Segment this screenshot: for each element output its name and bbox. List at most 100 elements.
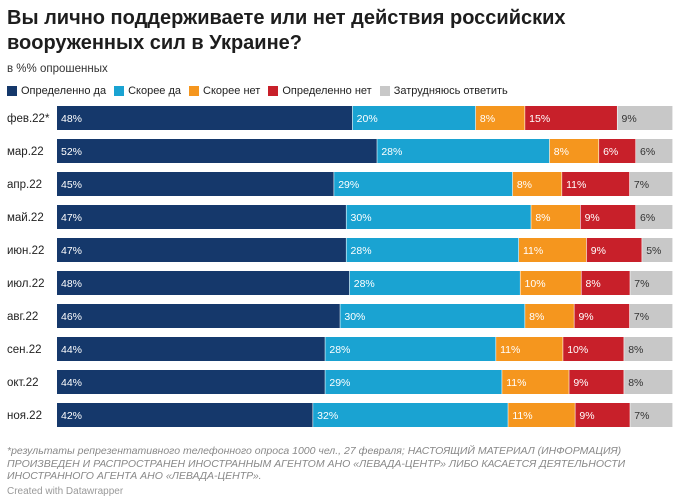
value-label: 9% [622, 113, 637, 125]
bar-segment [580, 205, 636, 229]
bar-segment [574, 304, 630, 328]
bar-segment [346, 238, 519, 262]
bar-segment [636, 205, 673, 229]
value-label: 8% [480, 113, 495, 125]
bar-segment [629, 304, 673, 328]
value-label: 48% [61, 113, 82, 125]
chart-title: Вы лично поддерживаете или нет действия … [7, 7, 566, 54]
value-label: 8% [628, 344, 643, 356]
bar-segment [624, 337, 673, 361]
bar-segment [475, 106, 525, 130]
value-label: 6% [603, 146, 618, 158]
legend-item: Затрудняюсь ответить [379, 85, 508, 97]
legend-swatch [7, 86, 17, 96]
value-label: 11% [566, 179, 586, 191]
value-label: 7% [634, 311, 649, 323]
bar-segment [512, 172, 562, 196]
legend-item: Определенно нет [268, 85, 372, 97]
bar-segment [57, 403, 313, 427]
value-label: 9% [578, 311, 593, 323]
bar-segment [617, 106, 673, 130]
value-label: 9% [579, 410, 594, 422]
bar-segment [519, 238, 587, 262]
value-label: 11% [523, 245, 543, 257]
value-label: 28% [329, 344, 350, 356]
legend-swatch [189, 86, 200, 96]
value-label: 5% [646, 245, 661, 257]
bar-segment [334, 172, 513, 196]
value-label: 48% [61, 278, 82, 290]
bar-segment [57, 172, 334, 196]
bar-row: сен.22 44% 28% 11% 10% 8% [7, 337, 673, 361]
bar-segment [531, 205, 580, 229]
value-label: 52% [61, 146, 82, 158]
bar-segment [325, 370, 502, 394]
value-label: 10% [567, 344, 588, 356]
bar-segment [502, 370, 569, 394]
bar-segment [349, 271, 520, 295]
bar-row: мар.22 52% 28% 8% 6% 6% [7, 139, 673, 163]
stacked-bar-chart: фев.22* 48% 20% 8% 15% 9% мар.22 52% 28% 8% 6% 6% ап… [7, 106, 673, 427]
category-label: июн.22 [7, 245, 44, 257]
category-label: апр.22 [7, 179, 42, 191]
bar-segment [57, 304, 340, 328]
bar-segment [57, 238, 346, 262]
value-label: 32% [317, 410, 338, 422]
category-label: ноя.22 [7, 410, 42, 422]
bar-segment [496, 337, 563, 361]
bar-segment [346, 205, 531, 229]
value-label: 30% [344, 311, 365, 323]
bar-segment [581, 271, 630, 295]
value-label: 8% [628, 377, 643, 389]
bar-row: май.22 47% 30% 8% 9% 6% [7, 205, 673, 229]
bar-segment [630, 403, 673, 427]
value-label: 6% [640, 212, 655, 224]
bar-segment [586, 238, 642, 262]
bar-segment [57, 139, 377, 163]
bar-segment [642, 238, 673, 262]
legend-item: Скорее нет [189, 85, 260, 97]
value-label: 6% [640, 146, 655, 158]
bar-segment [562, 172, 630, 196]
value-label: 15% [529, 113, 550, 125]
category-label: авг.22 [7, 311, 38, 323]
bar-segment [340, 304, 525, 328]
value-label: 44% [61, 344, 82, 356]
bar-segment [525, 106, 617, 130]
value-label: 42% [61, 410, 82, 422]
category-label: окт.22 [7, 377, 39, 389]
bar-segment [57, 271, 350, 295]
bar-segment [569, 370, 624, 394]
legend-label: Затрудняюсь ответить [393, 85, 508, 97]
value-label: 7% [634, 278, 649, 290]
bar-segment [377, 139, 550, 163]
value-label: 8% [586, 278, 601, 290]
bar-segment [636, 139, 673, 163]
category-label: фев.22* [7, 113, 50, 125]
value-label: 11% [500, 344, 520, 356]
datawrapper-credit: Created with Datawrapper [7, 486, 124, 497]
category-label: май.22 [7, 212, 44, 224]
value-label: 11% [506, 377, 526, 389]
value-label: 20% [357, 113, 378, 125]
legend-label: Определенно нет [282, 85, 372, 97]
bar-segment [525, 304, 574, 328]
bar-segment [549, 139, 599, 163]
bar-segment [57, 337, 325, 361]
value-label: 7% [634, 179, 649, 191]
bar-row: окт.22 44% 29% 11% 9% 8% [7, 370, 673, 394]
chart-subtitle: в %% опрошенных [7, 63, 108, 75]
value-label: 8% [529, 311, 544, 323]
bar-segment [57, 205, 346, 229]
value-label: 9% [573, 377, 588, 389]
value-label: 9% [591, 245, 606, 257]
value-label: 9% [585, 212, 600, 224]
bar-row: ноя.22 42% 32% 11% 9% 7% [7, 403, 673, 427]
bar-segment [629, 172, 673, 196]
legend-label: Скорее нет [203, 85, 261, 97]
value-label: 47% [61, 212, 82, 224]
bar-segment [520, 271, 581, 295]
bar-row: авг.22 46% 30% 8% 9% 7% [7, 304, 673, 328]
value-label: 47% [61, 245, 82, 257]
value-label: 45% [61, 179, 82, 191]
